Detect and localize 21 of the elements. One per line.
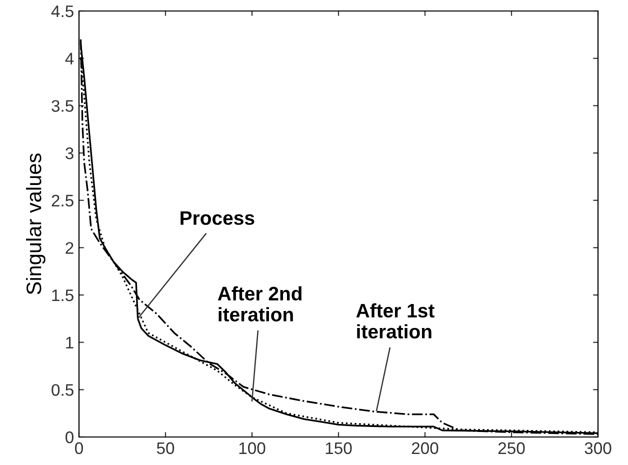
y-tick-label: 0.5 [52,384,74,396]
y-tick-label: 2 [66,242,74,254]
annotation: Process [180,211,254,225]
x-tick-label: 200 [412,442,438,454]
y-tick-label: 4 [65,52,74,64]
y-tick-label: 3.5 [52,100,74,112]
y-tick-label: 3 [66,147,74,160]
x-tick-label: 150 [326,442,352,454]
y-tick-label: 1 [66,336,74,348]
x-tick-label: 0 [75,442,83,454]
y-axis-title: Singular values [26,154,46,294]
y-tick-label: 0 [66,431,74,444]
y-tick-label: 4.5 [51,6,74,18]
x-tick-label: 250 [498,442,525,454]
y-tick-label: 1.5 [52,290,74,302]
annotation: After 2nd iteration [218,286,302,322]
y-tick-label: 2.5 [52,194,74,207]
x-tick-label: 300 [584,442,612,454]
annotation: After 1st iteration [356,303,434,338]
x-tick-label: 100 [239,442,266,454]
x-tick-label: 50 [156,442,174,454]
